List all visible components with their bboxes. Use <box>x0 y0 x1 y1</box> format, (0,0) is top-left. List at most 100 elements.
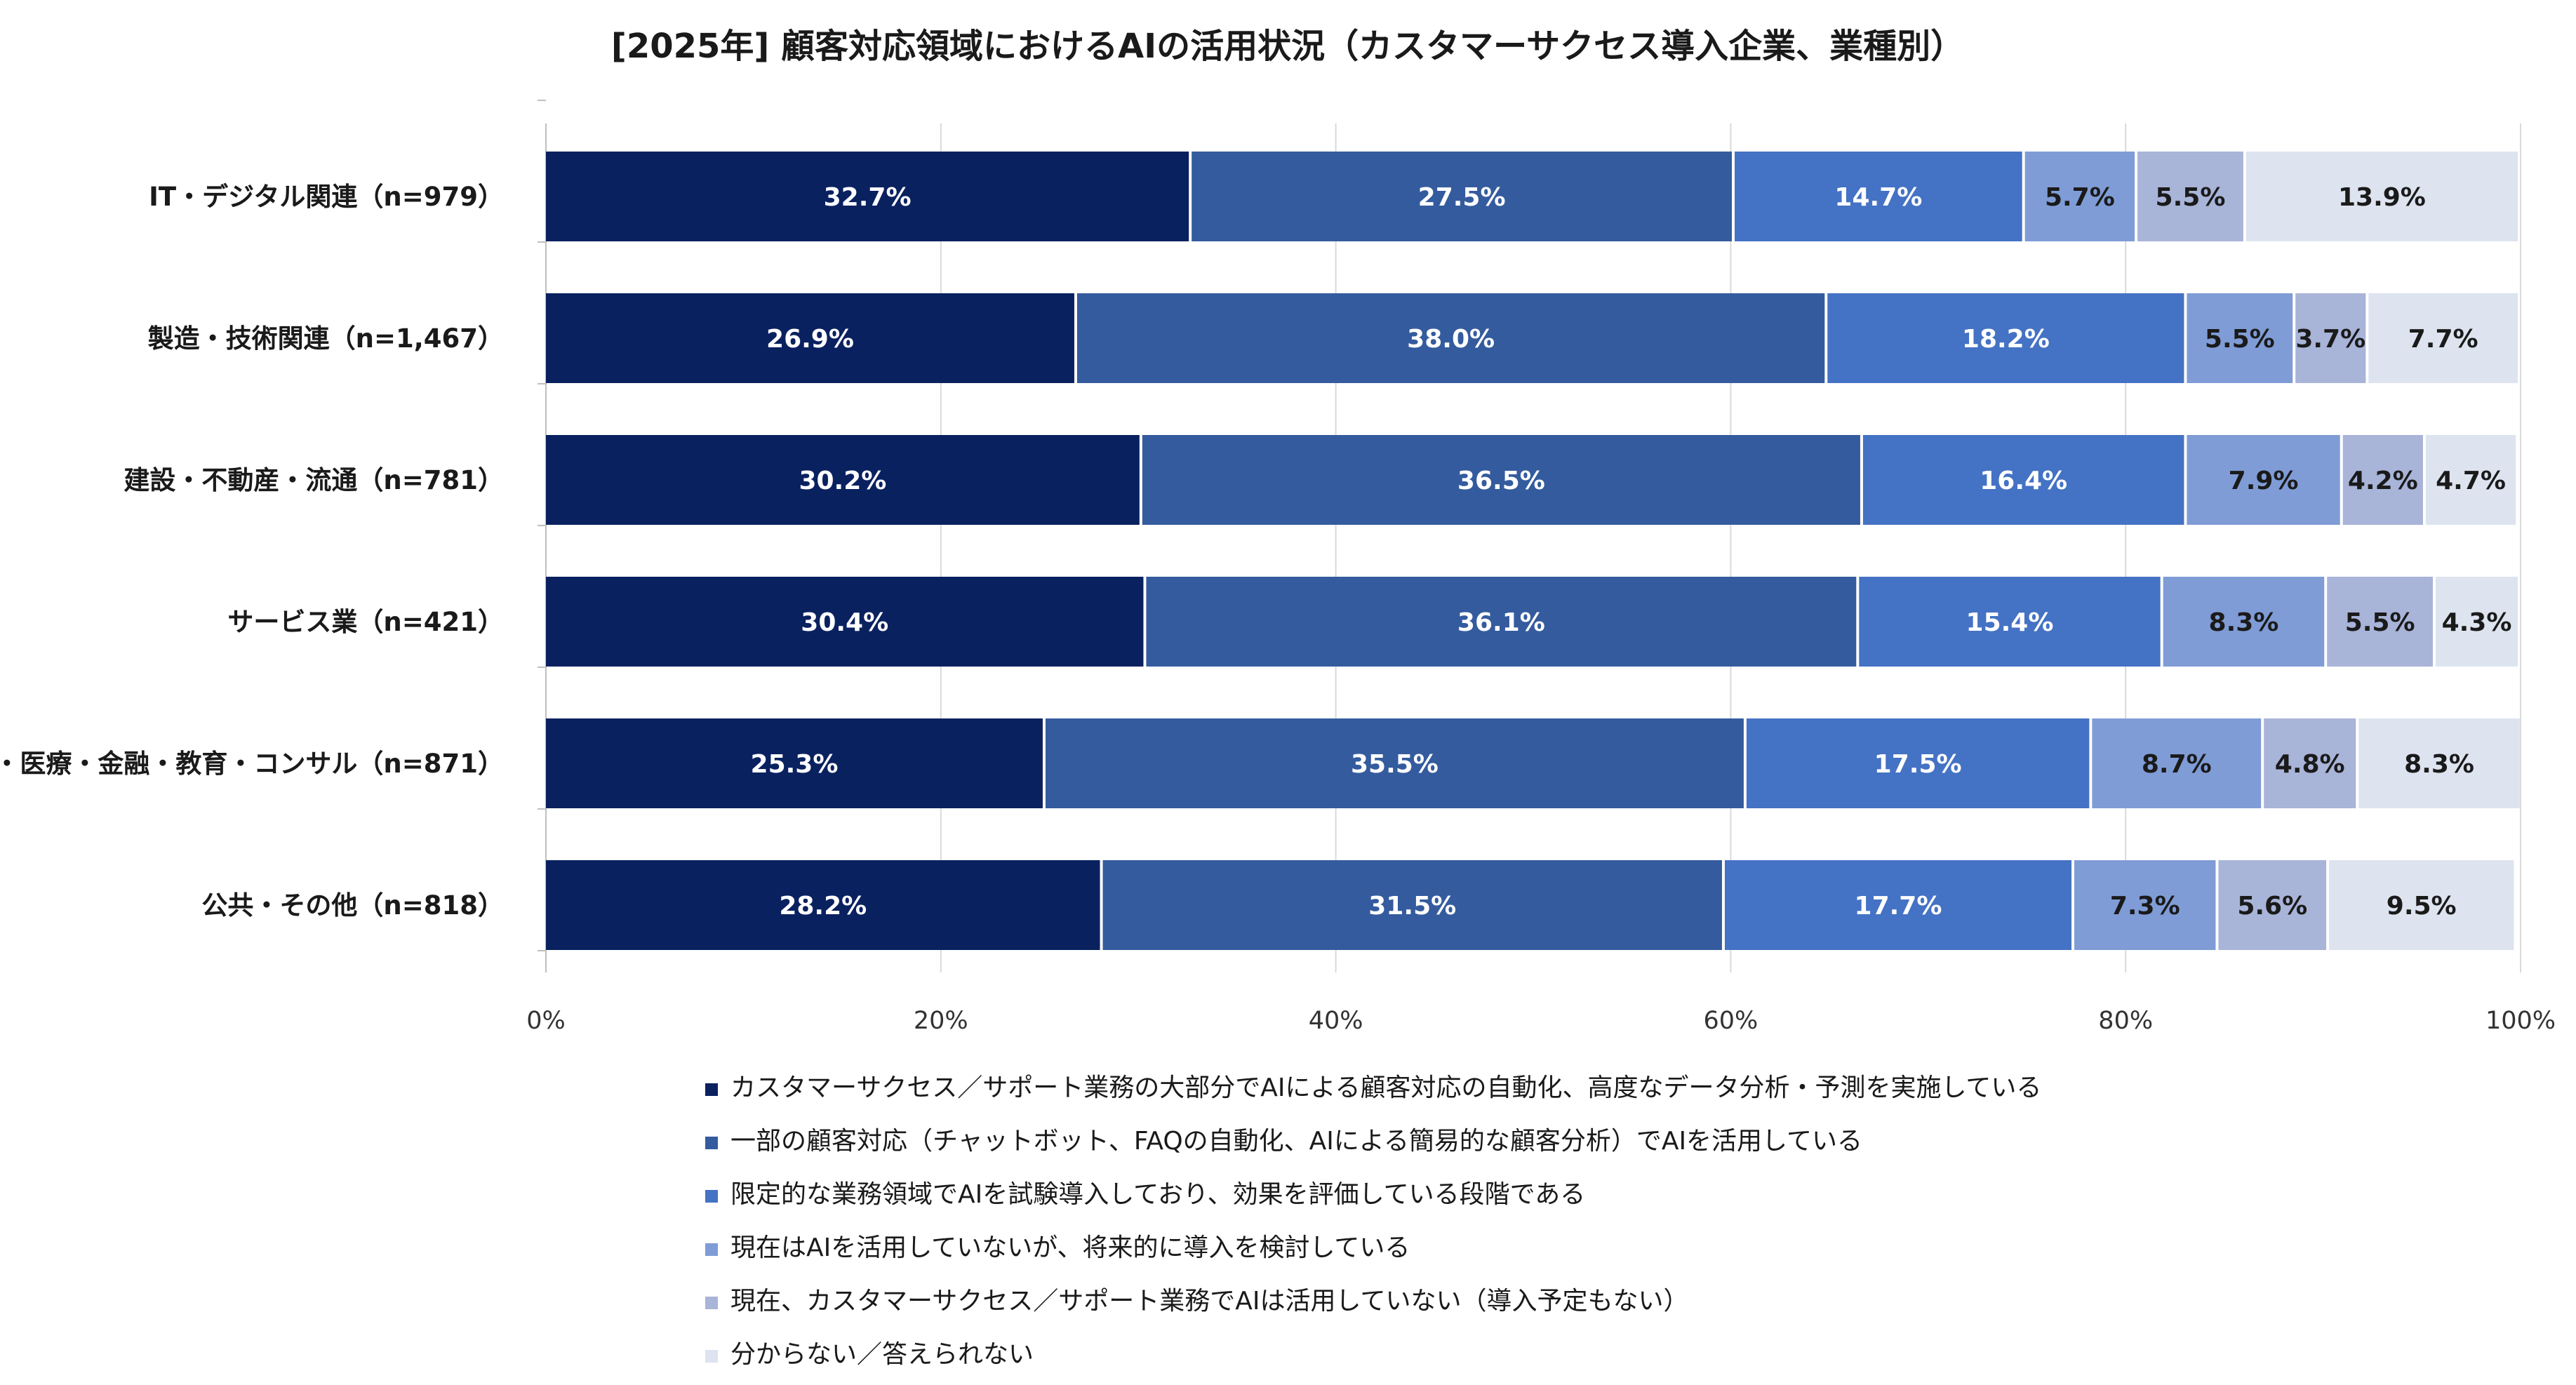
x-tick-label: 60% <box>1704 1007 1759 1035</box>
legend-swatch <box>705 1137 718 1149</box>
legend-label: 分からない／答えられない <box>730 1340 1034 1369</box>
bar-segment <box>1746 718 2090 808</box>
data-label: 14.7% <box>1834 183 1922 212</box>
bar-segment <box>2092 718 2262 808</box>
bar-segment <box>2368 293 2518 383</box>
bar-segment <box>1735 152 2022 241</box>
data-label: 3.7% <box>2295 325 2365 354</box>
data-label: 5.5% <box>2156 183 2226 212</box>
data-label: 7.9% <box>2229 467 2299 495</box>
data-label: 4.2% <box>2348 467 2418 495</box>
data-label: 5.6% <box>2237 892 2307 921</box>
data-label: 26.9% <box>766 325 854 354</box>
y-axis <box>538 100 547 972</box>
bar-segment <box>546 293 1074 383</box>
x-tick-label: 100% <box>2485 1007 2556 1035</box>
bar-segment <box>2342 435 2423 525</box>
data-label: 30.2% <box>799 467 886 495</box>
data-label: 8.3% <box>2404 750 2474 779</box>
data-label: 13.9% <box>2338 183 2426 212</box>
legend-swatch <box>705 1083 718 1096</box>
data-label: 4.7% <box>2436 467 2506 495</box>
bar-segment <box>2327 577 2433 667</box>
legend-label: 限定的な業務領域でAIを試験導入しており、効果を評価している段階である <box>730 1180 1585 1209</box>
bar-segment <box>2137 152 2243 241</box>
data-label: 30.4% <box>801 608 888 637</box>
bar-segment <box>1724 860 2072 950</box>
chart-title: [2025年] 顧客対応領域におけるAIの活用状況（カスタマーサクセス導入企業、… <box>611 27 1964 66</box>
bar-segment <box>546 435 1140 525</box>
bar-segment <box>2074 860 2216 950</box>
data-label: 16.4% <box>1980 467 2067 495</box>
data-label: 32.7% <box>824 183 912 212</box>
data-label: 28.2% <box>779 892 867 921</box>
data-label: 17.5% <box>1874 750 1962 779</box>
bar-segment <box>1859 577 2161 667</box>
category-label: 公共・その他（n=818） <box>201 890 504 921</box>
bar-segment <box>2187 293 2293 383</box>
bar-segment <box>1142 435 1860 525</box>
bar-segment <box>2329 860 2514 950</box>
data-label: 25.3% <box>751 750 839 779</box>
bar-segment <box>2295 293 2366 383</box>
category-label: サービス業（n=421） <box>227 607 504 637</box>
data-label: 27.5% <box>1418 183 1506 212</box>
bar-segment <box>1827 293 2184 383</box>
data-label: 8.3% <box>2209 608 2279 637</box>
bar-segment <box>2245 152 2518 241</box>
bar-segment <box>2024 152 2135 241</box>
bar-segment <box>2163 577 2325 667</box>
data-label: 4.8% <box>2275 750 2345 779</box>
data-label: 35.5% <box>1351 750 1439 779</box>
bar-segment <box>1102 860 1722 950</box>
data-label: 36.1% <box>1457 608 1545 637</box>
legend-swatch <box>705 1243 718 1256</box>
data-label: 4.3% <box>2442 608 2512 637</box>
bar-segment <box>2435 577 2518 667</box>
bar-segment <box>546 860 1100 950</box>
legend-swatch <box>705 1297 718 1309</box>
data-label: 36.5% <box>1457 467 1545 495</box>
data-label: 17.7% <box>1855 892 1942 921</box>
bar-segment <box>2218 860 2327 950</box>
category-label: 製造・技術関連（n=1,467） <box>148 323 504 354</box>
bar-segment <box>546 577 1144 667</box>
bar-segment <box>2358 718 2520 808</box>
bar-segment <box>1192 152 1733 241</box>
bar-segment <box>2187 435 2340 525</box>
legend-label: カスタマーサクセス／サポート業務の大部分でAIによる顧客対応の自動化、高度なデー… <box>730 1073 2041 1102</box>
category-label: 建設・不動産・流通（n=781） <box>124 465 504 495</box>
data-label: 5.5% <box>2205 325 2275 354</box>
bar-segment <box>546 718 1043 808</box>
x-tick-label: 0% <box>526 1007 566 1035</box>
data-label: 38.0% <box>1407 325 1495 354</box>
data-label: 5.5% <box>2345 608 2415 637</box>
legend-swatch <box>705 1350 718 1363</box>
category-label: IT・デジタル関連（n=979） <box>149 182 504 212</box>
bars: 32.7% 27.5% 14.7% 5.7% 5.5% 13.9% 26.9% 38.0% 18… <box>546 152 2520 950</box>
x-tick-label: 40% <box>1309 1007 1363 1035</box>
bar-segment <box>1045 718 1744 808</box>
data-label: 7.7% <box>2408 325 2478 354</box>
data-label: 15.4% <box>1966 608 2054 637</box>
category-labels: IT・デジタル関連（n=979） 製造・技術関連（n=1,467） 建設・不動産・流… <box>0 182 504 921</box>
category-label: 人材・医療・金融・教育・コンサル（n=871） <box>0 749 504 779</box>
x-tick-label: 20% <box>914 1007 968 1035</box>
bar-segment <box>1076 293 1825 383</box>
data-label: 5.7% <box>2045 183 2115 212</box>
x-tick-labels: 0% 20% 40% 60% 80% 100% <box>526 1007 2556 1035</box>
gridlines <box>940 123 2521 972</box>
x-tick-label: 80% <box>2098 1007 2153 1035</box>
bar-segment <box>546 152 1189 241</box>
legend-swatch <box>705 1190 718 1203</box>
legend: カスタマーサクセス／サポート業務の大部分でAIによる顧客対応の自動化、高度なデー… <box>705 1073 2041 1369</box>
data-label: 9.5% <box>2387 892 2457 921</box>
bar-segment <box>1146 577 1857 667</box>
bar-segment <box>2264 718 2356 808</box>
data-label: 31.5% <box>1368 892 1456 921</box>
data-label: 18.2% <box>1962 325 2050 354</box>
legend-label: 現在、カスタマーサクセス／サポート業務でAIは活用していない（導入予定もない） <box>730 1287 1688 1316</box>
data-label: 8.7% <box>2142 750 2212 779</box>
data-label: 7.3% <box>2110 892 2180 921</box>
bar-segment <box>2425 435 2516 525</box>
